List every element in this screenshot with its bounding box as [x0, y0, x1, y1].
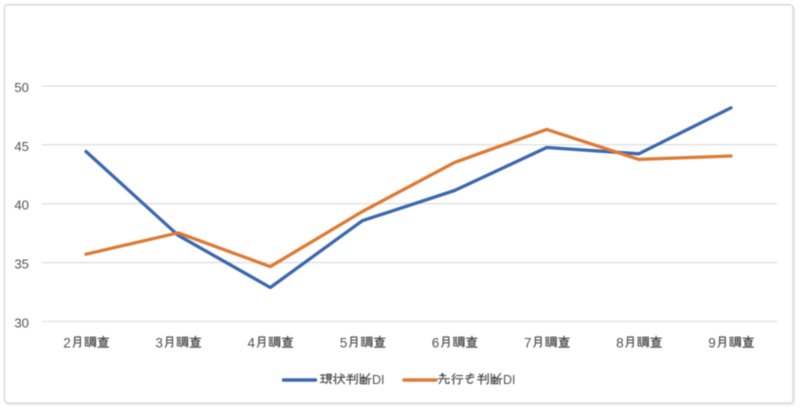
svg-text:7: 7: [524, 335, 532, 350]
svg-text:5: 5: [340, 335, 348, 350]
svg-text:50: 50: [14, 80, 29, 95]
svg-text:DI: DI: [372, 373, 385, 387]
svg-text:3: 3: [155, 335, 163, 350]
svg-text:DI: DI: [503, 373, 516, 387]
svg-text:45: 45: [14, 139, 29, 154]
svg-text:35: 35: [14, 257, 29, 272]
svg-text:9: 9: [708, 335, 716, 350]
svg-text:30: 30: [14, 316, 29, 331]
svg-text:6: 6: [432, 335, 440, 350]
svg-text:2: 2: [63, 335, 71, 350]
svg-text:8: 8: [616, 335, 624, 350]
svg-text:40: 40: [14, 198, 29, 213]
svg-text:4: 4: [248, 335, 256, 350]
